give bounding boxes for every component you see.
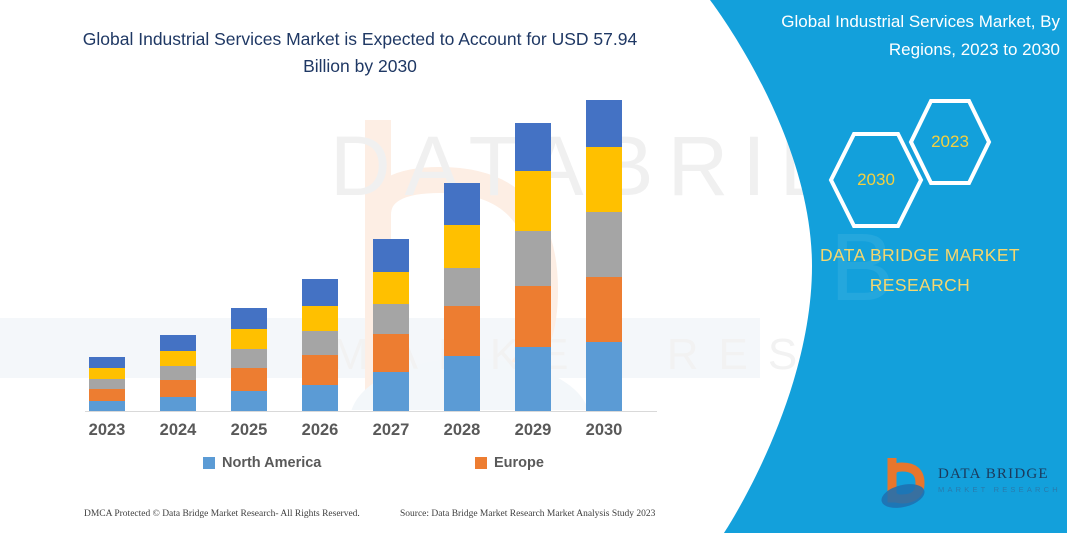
chart-legend: North America Europe — [85, 455, 657, 479]
bar-segment-2025-north-america — [231, 391, 267, 412]
x-axis-line — [85, 411, 657, 412]
bar-segment-2028-series-3 — [444, 268, 480, 306]
footer: DMCA Protected © Data Bridge Market Rese… — [0, 505, 730, 529]
bar-segment-2024-series-4 — [160, 351, 196, 366]
bar-segment-2027-europe — [373, 334, 409, 372]
svg-text:B: B — [830, 214, 904, 321]
bar-segment-2025-series-5 — [231, 308, 267, 329]
bar-segment-2027-north-america — [373, 372, 409, 412]
footer-source: Source: Data Bridge Market Research Mark… — [400, 509, 656, 519]
bar-segment-2028-series-5 — [444, 183, 480, 225]
bar-segment-2025-europe — [231, 368, 267, 391]
legend-swatch-icon — [203, 457, 215, 469]
bar-segment-2027-series-5 — [373, 239, 409, 272]
bar-2028 — [444, 183, 480, 412]
data-bridge-logo: DATA BRIDGE MARKET RESEARCH — [880, 457, 1061, 510]
brand-line-2: RESEARCH — [869, 275, 971, 295]
bar-2029 — [515, 123, 551, 412]
bar-segment-2024-series-5 — [160, 335, 196, 351]
bar-segment-2029-series-3 — [515, 231, 551, 286]
bar-2025 — [231, 308, 267, 412]
logo-b-icon — [881, 457, 925, 508]
bar-segment-2026-north-america — [302, 385, 338, 412]
bar-segment-2029-series-5 — [515, 123, 551, 171]
x-label-2024: 2024 — [159, 421, 197, 439]
legend-label: North America — [222, 455, 322, 471]
brand-name: DATA BRIDGE MARKET RESEARCH — [790, 240, 1050, 300]
bar-segment-2029-series-4 — [515, 171, 551, 231]
bar-segment-2026-europe — [302, 355, 338, 385]
bar-segment-2030-series-3 — [586, 212, 622, 277]
legend-item-north-america[interactable]: North America — [203, 455, 321, 471]
brand-line-1: DATA BRIDGE MARKET — [819, 245, 1021, 265]
bar-segment-2023-europe — [89, 389, 125, 401]
bar-segment-2030-series-4 — [586, 147, 622, 212]
bar-2030 — [586, 100, 622, 412]
x-axis-labels: 2023 2024 2025 2026 2027 2028 2029 2030 — [85, 421, 657, 451]
bar-2027 — [373, 239, 409, 412]
bar-segment-2030-north-america — [586, 342, 622, 412]
x-label-2028: 2028 — [443, 421, 481, 439]
bar-segment-2028-north-america — [444, 356, 480, 412]
bar-segment-2026-series-3 — [302, 331, 338, 355]
legend-swatch-icon — [475, 457, 487, 469]
hexagon-2023: 2023 — [908, 96, 992, 188]
bar-segment-2025-series-3 — [231, 349, 267, 368]
logo-wordmark: DATA BRIDGE — [938, 466, 1049, 482]
bar-segment-2023-north-america — [89, 401, 125, 412]
bar-segment-2028-europe — [444, 306, 480, 356]
bar-segment-2024-series-3 — [160, 366, 196, 380]
hexagon-2030-label: 2030 — [857, 170, 895, 189]
bar-segment-2028-series-4 — [444, 225, 480, 268]
bar-segment-2024-europe — [160, 380, 196, 397]
hexagon-outline-icon — [828, 132, 924, 228]
panel-title: Global Industrial Services Market, By Re… — [781, 12, 1060, 59]
x-label-2027: 2027 — [372, 421, 410, 439]
legend-label: Europe — [494, 455, 544, 471]
hexagon-outline-icon — [908, 99, 992, 185]
bar-segment-2029-europe — [515, 286, 551, 347]
bar-segment-2027-series-3 — [373, 304, 409, 334]
x-label-2025: 2025 — [230, 421, 268, 439]
x-label-2023: 2023 — [88, 421, 126, 439]
x-label-2030: 2030 — [585, 421, 623, 439]
bar-2023 — [89, 357, 125, 412]
bar-segment-2024-north-america — [160, 397, 196, 412]
bar-segment-2025-series-4 — [231, 329, 267, 349]
bar-segment-2023-series-4 — [89, 368, 125, 379]
hexagon-2030: 2030 — [828, 128, 924, 232]
bar-2024 — [160, 335, 196, 412]
bar-2026 — [302, 279, 338, 412]
bar-segment-2026-series-5 — [302, 279, 338, 306]
bar-segment-2030-series-5 — [586, 100, 622, 147]
bar-segment-2029-north-america — [515, 347, 551, 412]
logo-tagline: MARKET RESEARCH — [938, 485, 1061, 494]
hexagon-2023-label: 2023 — [931, 132, 969, 151]
bar-segment-2023-series-5 — [89, 357, 125, 368]
legend-item-europe[interactable]: Europe — [475, 455, 544, 471]
footer-copyright: DMCA Protected © Data Bridge Market Rese… — [84, 509, 360, 519]
bar-segment-2023-series-3 — [89, 379, 125, 389]
bar-segment-2026-series-4 — [302, 306, 338, 331]
bar-segment-2030-europe — [586, 277, 622, 342]
page-title: Global Industrial Services Market is Exp… — [82, 29, 638, 76]
x-label-2029: 2029 — [514, 421, 552, 439]
x-label-2026: 2026 — [301, 421, 339, 439]
bar-segment-2027-series-4 — [373, 272, 409, 304]
stacked-bar-chart — [85, 100, 655, 412]
